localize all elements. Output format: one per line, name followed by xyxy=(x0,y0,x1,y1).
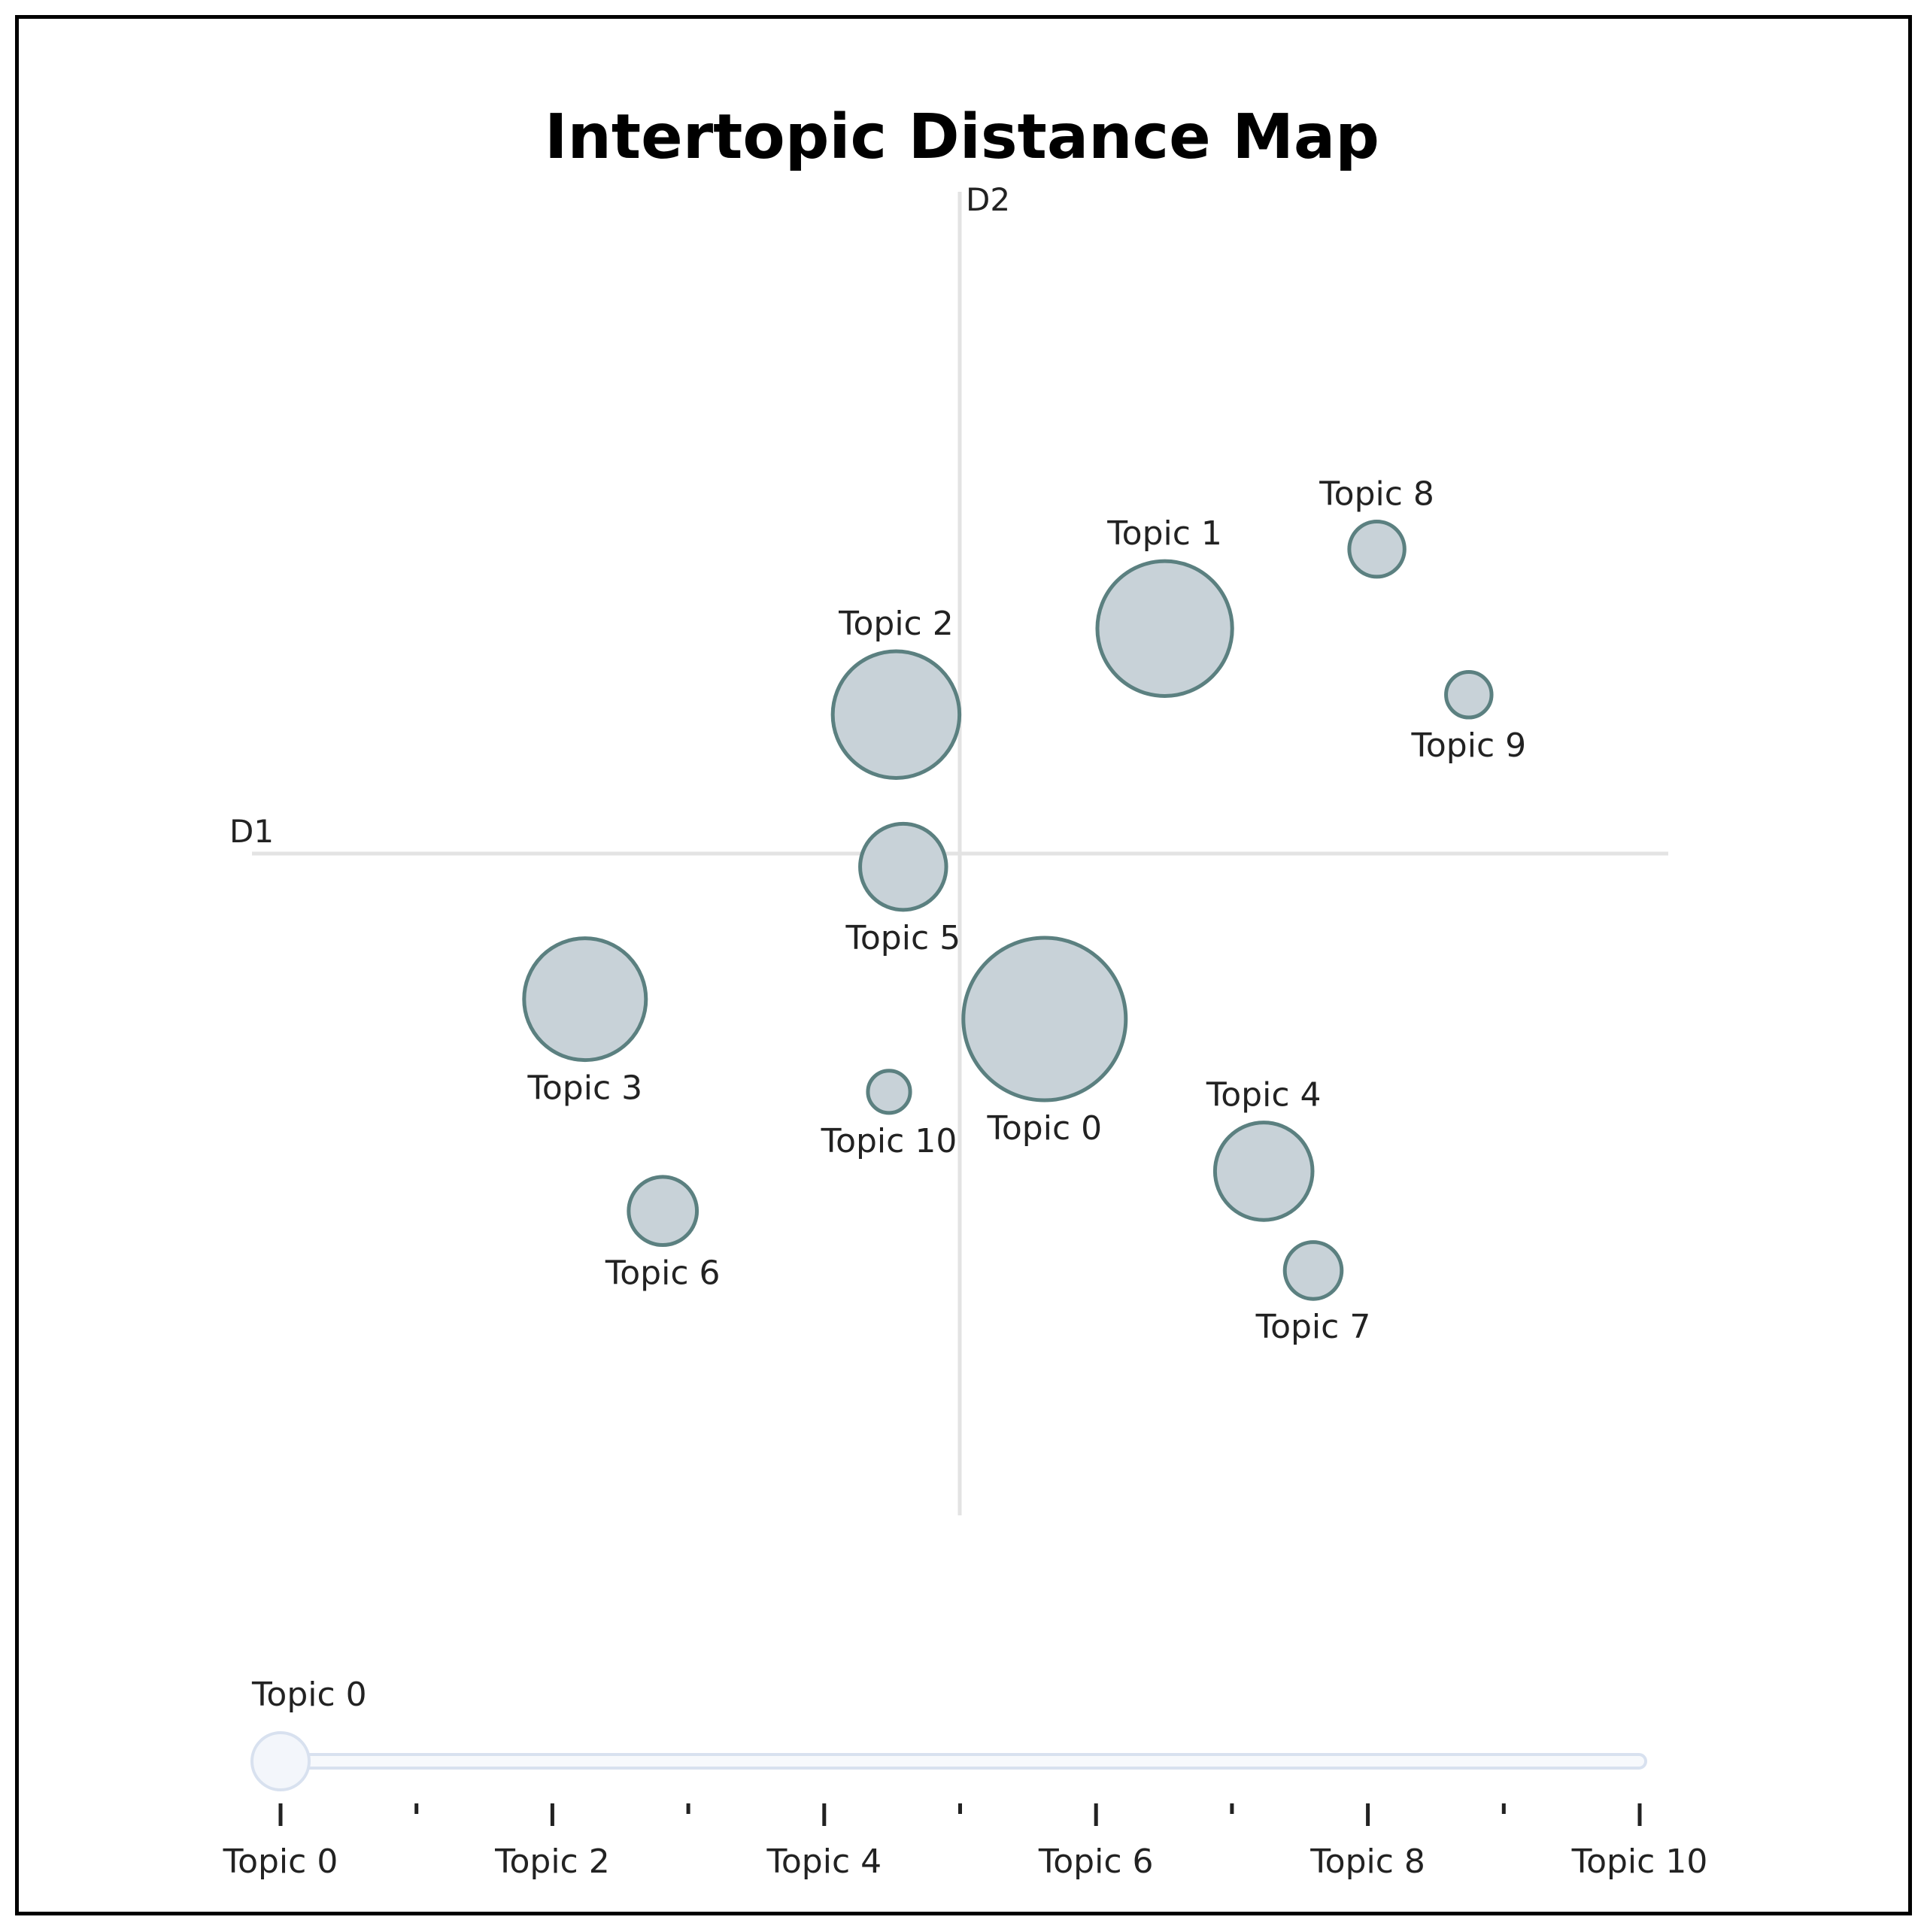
x-axis-label: D1 xyxy=(229,813,274,850)
topic-label-2: Topic 2 xyxy=(838,605,954,643)
slider-tick-label-1: Topic 2 xyxy=(494,1843,610,1881)
chart-frame xyxy=(15,15,1912,1915)
topic-bubble-8[interactable] xyxy=(1347,519,1407,579)
slider-tick-label-5: Topic 10 xyxy=(1571,1843,1708,1881)
topic-bubble-1[interactable] xyxy=(1095,559,1234,698)
topic-bubble-9[interactable] xyxy=(1444,670,1494,720)
slider-current-label: Topic 0 xyxy=(251,1676,367,1714)
topic-label-8: Topic 8 xyxy=(1319,475,1434,513)
topic-bubble-7[interactable] xyxy=(1282,1240,1344,1301)
slider-tick-label-4: Topic 8 xyxy=(1309,1843,1425,1881)
slider-tick-label-2: Topic 4 xyxy=(766,1843,882,1881)
slider-track[interactable] xyxy=(279,1753,1647,1770)
topic-label-6: Topic 6 xyxy=(605,1254,721,1293)
topic-bubble-10[interactable] xyxy=(866,1069,912,1115)
topic-label-10: Topic 10 xyxy=(821,1122,957,1160)
topic-label-3: Topic 3 xyxy=(527,1069,642,1108)
topic-label-1: Topic 1 xyxy=(1106,514,1222,553)
topic-slider[interactable]: Topic 0 Topic 0 Topic 2 Topic 4 Topic 6 Topi… xyxy=(223,1676,1708,1881)
slider-tick-label-3: Topic 6 xyxy=(1038,1843,1154,1881)
topic-label-5: Topic 5 xyxy=(845,919,960,957)
topic-label-7: Topic 7 xyxy=(1255,1308,1371,1346)
chart-title: Intertopic Distance Map xyxy=(545,102,1379,173)
topic-bubbles: Topic 0 Topic 1 Topic 2 Topic 3 Topic 4 Topic… xyxy=(522,475,1526,1346)
slider-tick-label-0: Topic 0 xyxy=(223,1843,338,1881)
topic-bubble-0[interactable] xyxy=(961,936,1128,1102)
topic-label-4: Topic 4 xyxy=(1206,1076,1322,1115)
topic-bubble-2[interactable] xyxy=(830,649,962,780)
topic-bubble-6[interactable] xyxy=(627,1175,699,1248)
topic-label-0: Topic 0 xyxy=(986,1109,1102,1148)
topic-bubble-5[interactable] xyxy=(858,821,948,912)
topic-label-9: Topic 9 xyxy=(1410,726,1526,765)
y-axis-label: D2 xyxy=(966,181,1010,218)
topic-bubble-3[interactable] xyxy=(522,936,648,1063)
topic-bubble-4[interactable] xyxy=(1212,1121,1315,1222)
slider-handle[interactable] xyxy=(250,1731,311,1791)
